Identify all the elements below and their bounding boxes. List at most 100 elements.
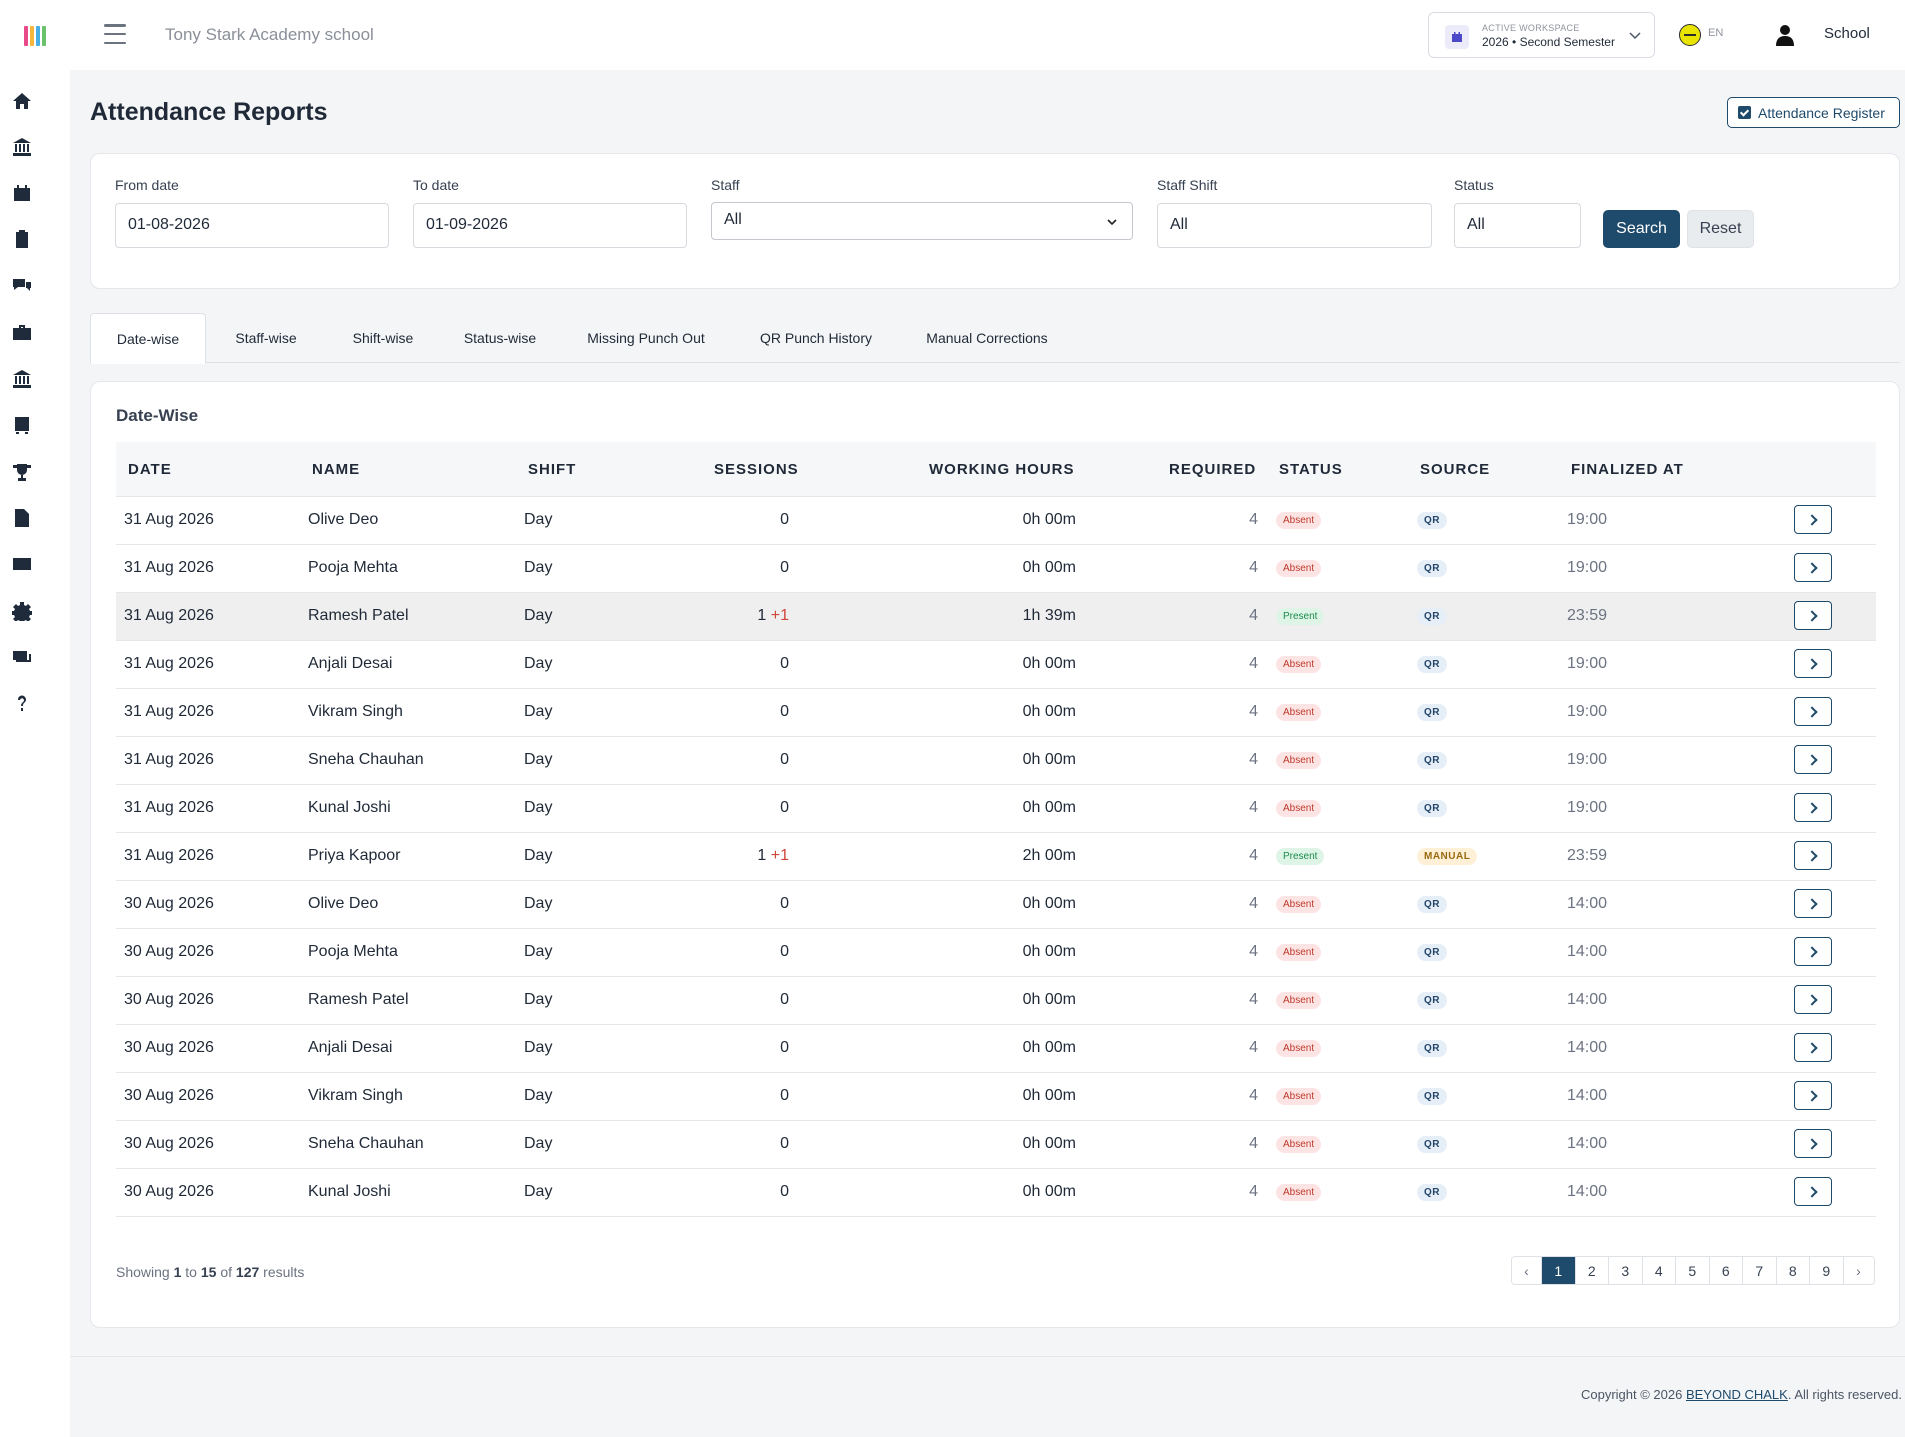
pagination-page[interactable]: 3	[1609, 1257, 1643, 1284]
to-date-input[interactable]: 01-09-2026	[413, 203, 687, 248]
view-details-button[interactable]	[1794, 553, 1832, 582]
view-details-button[interactable]	[1794, 601, 1832, 630]
pagination-prev[interactable]: ‹	[1512, 1257, 1542, 1284]
view-details-button[interactable]	[1794, 1081, 1832, 1110]
cell-required: 4	[1249, 943, 1258, 960]
pagination-page[interactable]: 7	[1743, 1257, 1777, 1284]
tab-qr-punch-history[interactable]: QR Punch History	[759, 330, 873, 346]
table-row[interactable]: 30 Aug 2026 Sneha Chauhan Day 0 0h 00m 4 Absen…	[116, 1121, 1876, 1169]
cell-shift: Day	[524, 607, 553, 624]
pagination-page[interactable]: 4	[1642, 1257, 1676, 1284]
calendar-icon[interactable]	[11, 182, 33, 204]
view-details-button[interactable]	[1794, 745, 1832, 774]
table-row[interactable]: 31 Aug 2026 Kunal Joshi Day 0 0h 00m 4 Absent Q…	[116, 785, 1876, 833]
search-button[interactable]: Search	[1603, 210, 1680, 248]
cell-finalized-at: 23:59	[1567, 847, 1608, 864]
language-code[interactable]: EN	[1708, 27, 1724, 39]
table-row[interactable]: 30 Aug 2026 Kunal Joshi Day 0 0h 00m 4 Absent Q…	[116, 1169, 1876, 1217]
briefcase-icon[interactable]	[11, 321, 33, 343]
pagination-page[interactable]: 2	[1575, 1257, 1609, 1284]
source-badge: QR	[1417, 896, 1447, 913]
cell-working-hours: 0h 00m	[1022, 799, 1076, 816]
view-details-button[interactable]	[1794, 793, 1832, 822]
source-badge: QR	[1417, 752, 1447, 769]
view-details-button[interactable]	[1794, 1177, 1832, 1206]
view-details-button[interactable]	[1794, 1129, 1832, 1158]
table-row[interactable]: 31 Aug 2026 Ramesh Patel Day 1 +1 1h 39m 4 Pre…	[116, 593, 1876, 641]
table-row[interactable]: 31 Aug 2026 Vikram Singh Day 0 0h 00m 4 Absent…	[116, 689, 1876, 737]
tab-staff-wise[interactable]: Staff-wise	[235, 330, 297, 346]
summary-to-word: to	[185, 1264, 197, 1280]
pagination-page[interactable]: 5	[1676, 1257, 1710, 1284]
user-name[interactable]: School	[1824, 25, 1870, 42]
language-flag-icon[interactable]	[1679, 24, 1701, 46]
chat-icon[interactable]	[11, 275, 33, 297]
pagination-page[interactable]: 9	[1810, 1257, 1844, 1284]
tab-manual-corrections[interactable]: Manual Corrections	[926, 330, 1048, 346]
view-details-button[interactable]	[1794, 985, 1832, 1014]
pagination-page[interactable]: 8	[1776, 1257, 1810, 1284]
view-details-button[interactable]	[1794, 841, 1832, 870]
pagination-page[interactable]: 1	[1542, 1257, 1576, 1284]
source-badge: QR	[1417, 1088, 1447, 1105]
table-row[interactable]: 30 Aug 2026 Vikram Singh Day 0 0h 00m 4 Absent…	[116, 1073, 1876, 1121]
staff-select[interactable]: All	[711, 202, 1133, 240]
view-details-button[interactable]	[1794, 505, 1832, 534]
trophy-icon[interactable]	[11, 461, 33, 483]
workspace-selector[interactable]: ACTIVE WORKSPACE 2026 • Second Semester	[1428, 12, 1655, 58]
table-row[interactable]: 30 Aug 2026 Pooja Mehta Day 0 0h 00m 4 Absent Q…	[116, 929, 1876, 977]
table-row[interactable]: 30 Aug 2026 Ramesh Patel Day 0 0h 00m 4 Absent…	[116, 977, 1876, 1025]
tab-missing-punch-out[interactable]: Missing Punch Out	[587, 330, 705, 346]
cell-name: Kunal Joshi	[308, 799, 391, 816]
bus-icon[interactable]	[11, 414, 33, 436]
view-details-button[interactable]	[1794, 937, 1832, 966]
status-input[interactable]: All	[1454, 203, 1581, 248]
cell-finalized-at: 19:00	[1567, 751, 1608, 768]
bank-icon[interactable]	[11, 136, 33, 158]
tab-status-wise[interactable]: Status-wise	[463, 330, 537, 346]
view-details-button[interactable]	[1794, 697, 1832, 726]
cell-working-hours: 0h 00m	[1022, 703, 1076, 720]
view-details-button[interactable]	[1794, 1033, 1832, 1062]
summary-of-word: of	[220, 1264, 233, 1280]
clipboard-icon[interactable]	[11, 228, 33, 250]
app-logo[interactable]	[24, 26, 46, 46]
cell-required: 4	[1249, 751, 1258, 768]
help-icon[interactable]	[11, 693, 33, 715]
table-row[interactable]: 31 Aug 2026 Anjali Desai Day 0 0h 00m 4 Absent…	[116, 641, 1876, 689]
table-row[interactable]: 31 Aug 2026 Olive Deo Day 0 0h 00m 4 Absent QR 1…	[116, 497, 1876, 545]
table-row[interactable]: 30 Aug 2026 Olive Deo Day 0 0h 00m 4 Absent QR 1…	[116, 881, 1876, 929]
home-icon[interactable]	[11, 90, 33, 112]
table-row[interactable]: 31 Aug 2026 Sneha Chauhan Day 0 0h 00m 4 Absen…	[116, 737, 1876, 785]
table-row[interactable]: 31 Aug 2026 Pooja Mehta Day 0 0h 00m 4 Absent Q…	[116, 545, 1876, 593]
gear-icon[interactable]	[11, 600, 33, 622]
pagination-next[interactable]: ›	[1843, 1257, 1874, 1284]
report-tabs: Date-wise Staff-wise Shift-wise Status-w…	[90, 313, 1900, 364]
menu-toggle-icon[interactable]	[104, 24, 126, 44]
money-icon[interactable]	[11, 646, 33, 668]
user-icon[interactable]	[1775, 24, 1795, 46]
cell-date: 31 Aug 2026	[124, 751, 214, 768]
brand-link[interactable]: BEYOND CHALK	[1685, 1387, 1788, 1402]
tab-date-wise[interactable]: Date-wise	[90, 313, 206, 364]
table-row[interactable]: 31 Aug 2026 Priya Kapoor Day 1 +1 2h 00m 4 Pre…	[116, 833, 1876, 881]
attendance-register-button[interactable]: Attendance Register	[1727, 97, 1900, 128]
institution-icon[interactable]	[11, 368, 33, 390]
pagination-page[interactable]: 6	[1709, 1257, 1743, 1284]
view-details-button[interactable]	[1794, 649, 1832, 678]
source-badge: QR	[1417, 704, 1447, 721]
cell-shift: Day	[524, 559, 553, 576]
reset-button[interactable]: Reset	[1687, 210, 1754, 248]
view-details-button[interactable]	[1794, 889, 1832, 918]
staff-label: Staff	[711, 177, 740, 193]
cell-finalized-at: 14:00	[1567, 1135, 1608, 1152]
chevron-right-icon	[1805, 1185, 1818, 1198]
status-badge: Absent	[1276, 560, 1322, 577]
from-date-input[interactable]: 01-08-2026	[115, 203, 389, 248]
tab-shift-wise[interactable]: Shift-wise	[352, 330, 414, 346]
staff-shift-input[interactable]: All	[1157, 203, 1432, 248]
document-icon[interactable]	[11, 507, 33, 529]
card-icon[interactable]	[11, 553, 33, 575]
table-row[interactable]: 30 Aug 2026 Anjali Desai Day 0 0h 00m 4 Absent…	[116, 1025, 1876, 1073]
summary-to: 15	[200, 1264, 217, 1280]
